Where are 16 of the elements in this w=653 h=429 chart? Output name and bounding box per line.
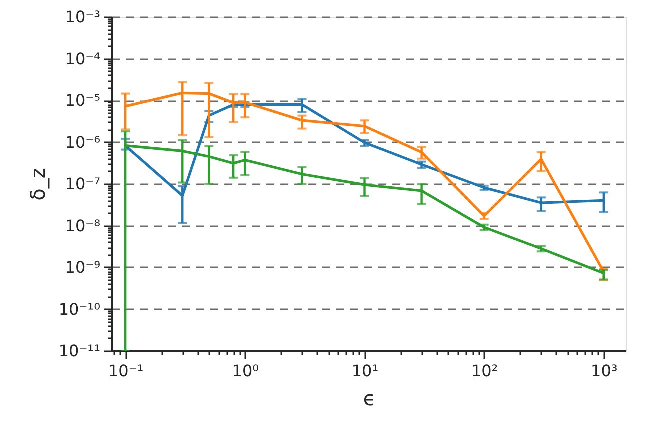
x-tick-label: 10² [471, 362, 498, 380]
y-tick-label: 10⁻⁵ [65, 91, 100, 110]
y-tick-label: 10⁻¹⁰ [58, 300, 100, 319]
x-axis-title: ϵ [363, 386, 376, 410]
y-tick-label: 10⁻⁴ [65, 49, 100, 68]
y-tick-label: 10⁻¹¹ [58, 342, 100, 360]
y-tick-label: 10⁻⁷ [65, 174, 100, 194]
x-tick-label: 10³ [591, 362, 618, 380]
y-tick-label: 10⁻⁶ [65, 132, 100, 152]
x-tick-label: 10⁻¹ [108, 362, 144, 380]
y-tick-label: 10⁻³ [65, 8, 100, 26]
x-tick-label: 10¹ [352, 362, 379, 380]
y-tick-label: 10⁻⁸ [65, 216, 100, 236]
y-axis-title: δ_z [26, 168, 50, 201]
x-tick-label: 10⁰ [232, 362, 260, 380]
y-tick-label: 10⁻⁹ [65, 258, 100, 277]
